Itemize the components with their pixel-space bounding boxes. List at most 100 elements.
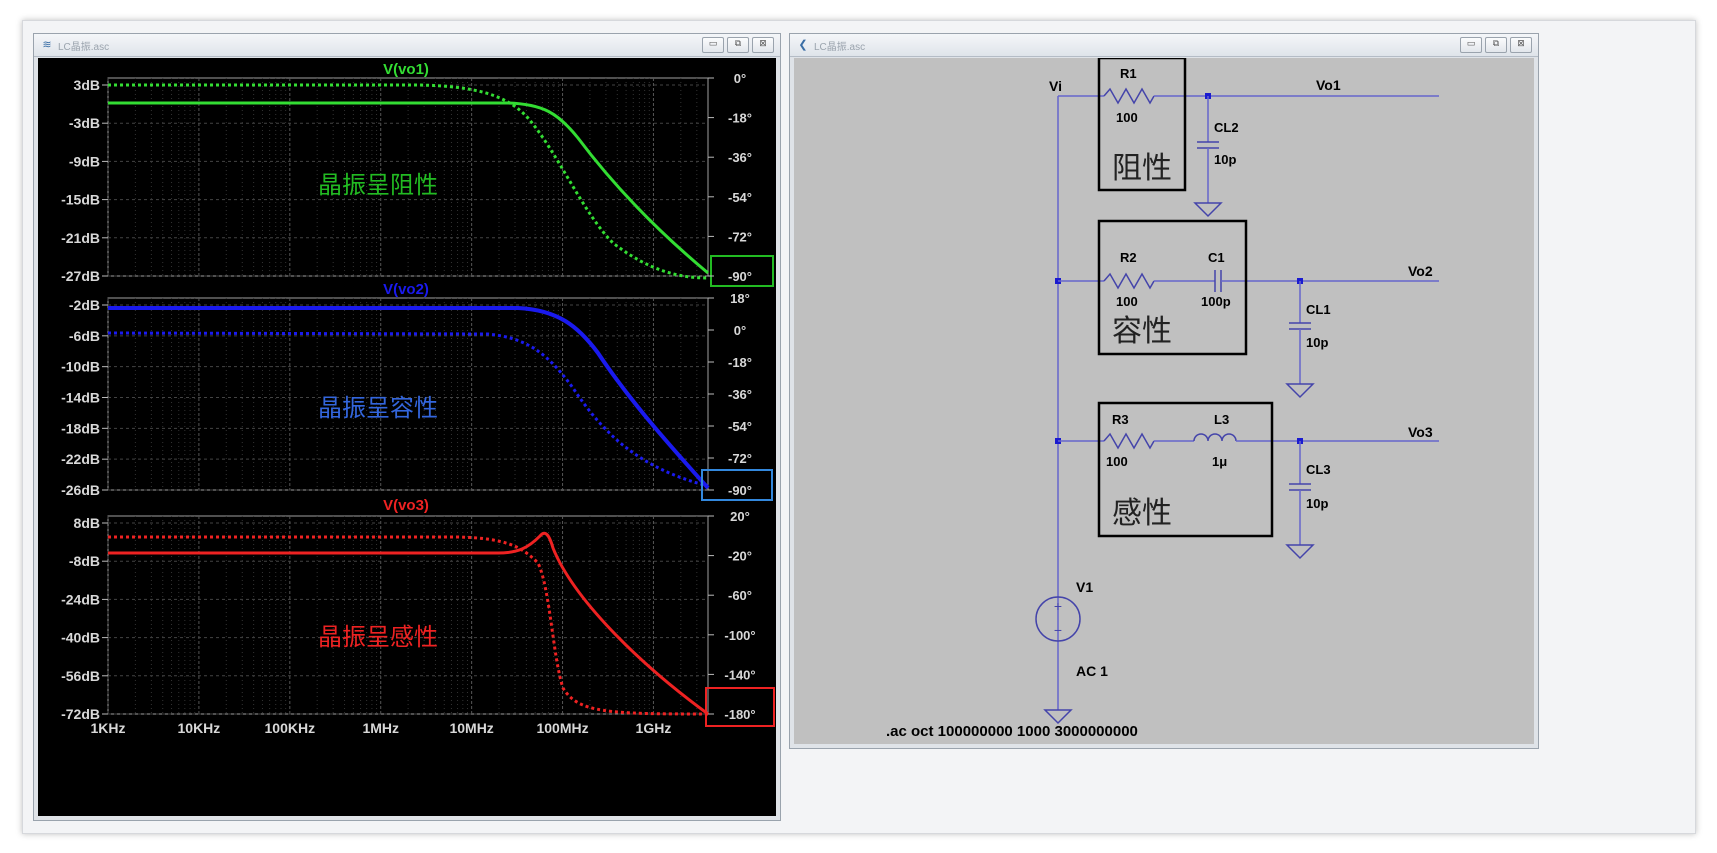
y-tick-label: -26dB (61, 482, 100, 498)
spice-directive: .ac oct 100000000 1000 3000000000 (886, 723, 1138, 740)
box3-label: 感性 (1112, 497, 1172, 530)
x-tick-label: 1GHz (636, 720, 672, 736)
cl1-label: CL1 (1306, 302, 1331, 317)
r1-label: R1 (1120, 66, 1137, 81)
close-button[interactable]: ⊠ (1510, 37, 1532, 53)
pane2-trace-title[interactable]: V(vo2) (383, 281, 429, 298)
restore-button[interactable]: ⧉ (1485, 37, 1507, 53)
ground-symbol (1285, 383, 1315, 399)
y-tick-label: -21dB (61, 230, 100, 246)
phase-tick-label: -90° (728, 483, 752, 498)
minimize-button[interactable]: ▭ (1460, 37, 1482, 53)
pane2-magnitude-trace (108, 306, 710, 490)
phase-tick-label: -20° (728, 549, 752, 564)
ground-symbol (1285, 544, 1315, 560)
y-tick-label: -40dB (61, 630, 100, 646)
r3-resistor (1103, 432, 1155, 450)
x-tick-label: 10KHz (178, 720, 221, 736)
vi-label: Vi (1049, 78, 1062, 94)
schematic-window[interactable]: ❮ LC晶振.asc ▭ ⧉ ⊠ (789, 33, 1539, 749)
phase-tick-label: -72° (728, 229, 752, 244)
phase-tick-label: -90° (728, 269, 752, 284)
v1-value: AC 1 (1076, 663, 1108, 679)
cl2-label: CL2 (1214, 120, 1239, 135)
x-tick-label: 1MHz (362, 720, 399, 736)
schematic-window-title: LC晶振.asc (814, 42, 866, 53)
pane1-magnitude-trace (108, 101, 709, 275)
phase-tick-label: -18° (728, 111, 752, 126)
phase-tick-label: -60° (728, 588, 752, 603)
x-tick-label: 100MHz (536, 720, 588, 736)
y-tick-label: -18dB (61, 420, 100, 436)
phase-tick-label: -54° (728, 419, 752, 434)
y-tick-label: -6dB (69, 328, 100, 344)
x-tick-label: 1KHz (90, 720, 125, 736)
v1-minus-sign: − (1054, 622, 1062, 638)
l3-value: 1μ (1212, 454, 1227, 469)
waveform-app-icon: ≋ (42, 39, 52, 51)
y-tick-label: -22dB (61, 451, 100, 467)
phase-tick-label: -36° (728, 150, 752, 165)
r2-value: 100 (1116, 294, 1138, 309)
schematic-titlebar[interactable]: ❮ LC晶振.asc ▭ ⧉ ⊠ (790, 34, 1538, 57)
y-tick-label: -3dB (69, 115, 100, 131)
pane2-phase-trace (107, 331, 709, 488)
phase-tick-label: 18° (730, 291, 750, 306)
l3-label: L3 (1214, 412, 1229, 427)
phase-tick-label: 0° (734, 71, 746, 86)
v1-label: V1 (1076, 579, 1093, 595)
pane1-label: 晶振呈阻性 (318, 172, 438, 199)
ground-symbol (1193, 202, 1223, 218)
box-inductive (1097, 401, 1274, 538)
y-tick-label: -8dB (69, 553, 100, 569)
y-tick-label: 8dB (74, 515, 100, 531)
v1-source (1035, 596, 1081, 642)
plot-svg: V(vo1) 晶振呈阻性 V(vo2) 晶振呈容性 V(vo3) 晶振呈感性 (61, 61, 775, 736)
y-tick-label: -10dB (61, 359, 100, 375)
schematic-app-icon: ❮ (798, 39, 808, 51)
pane1-endpoint-highlight (710, 255, 774, 287)
minimize-button[interactable]: ▭ (702, 37, 724, 53)
x-tick-label: 10MHz (449, 720, 493, 736)
y-tick-label: -14dB (61, 390, 100, 406)
c1-label: C1 (1208, 250, 1225, 265)
r2-label: R2 (1120, 250, 1137, 265)
pane1-trace-title[interactable]: V(vo1) (383, 61, 429, 78)
pane2-endpoint-highlight (701, 469, 773, 501)
waveform-window-title: LC晶振.asc (58, 42, 110, 53)
cl3-label: CL3 (1306, 462, 1331, 477)
y-tick-label: -9dB (69, 153, 100, 169)
cl2-value: 10p (1214, 152, 1236, 167)
c1-value: 100p (1201, 294, 1231, 309)
y-tick-label: -27dB (61, 268, 100, 284)
y-tick-label: -15dB (61, 192, 100, 208)
pane3-label: 晶振呈感性 (318, 624, 438, 651)
pane1-phase-trace (108, 83, 709, 280)
vo2-label: Vo2 (1408, 263, 1433, 279)
waveform-window[interactable]: ≋ LC晶振.asc ▭ ⧉ ⊠ V(vo1) 晶振呈阻性 V(vo2) 晶振呈… (33, 33, 781, 821)
pane3-magnitude-trace (108, 531, 709, 716)
pane3-phase-trace (108, 535, 709, 716)
schematic-svg: + − Vi Vo1 Vo2 Vo3 R1 100 CL2 10p 阻性 R2 … (886, 56, 1439, 740)
phase-tick-label: -100° (724, 628, 755, 643)
pane3-trace-title[interactable]: V(vo3) (383, 497, 429, 514)
screenshot-frame: ≋ LC晶振.asc ▭ ⧉ ⊠ V(vo1) 晶振呈阻性 V(vo2) 晶振呈… (22, 20, 1696, 834)
pane2-label: 晶振呈容性 (318, 395, 438, 422)
close-button[interactable]: ⊠ (752, 37, 774, 53)
y-tick-label: 3dB (74, 77, 100, 93)
box1-label: 阻性 (1112, 152, 1172, 185)
l3-inductor (1193, 433, 1237, 442)
cl1-value: 10p (1306, 335, 1328, 350)
restore-button[interactable]: ⧉ (727, 37, 749, 53)
y-tick-label: -2dB (69, 297, 100, 313)
schematic-canvas[interactable]: + − Vi Vo1 Vo2 Vo3 R1 100 CL2 10p 阻性 R2 … (794, 56, 1534, 744)
phase-tick-label: -18° (728, 355, 752, 370)
box-capacitive (1097, 219, 1248, 356)
cl3-value: 10p (1306, 496, 1328, 511)
phase-tick-label: -54° (728, 190, 752, 205)
r1-value: 100 (1116, 110, 1138, 125)
waveform-titlebar[interactable]: ≋ LC晶振.asc ▭ ⧉ ⊠ (34, 34, 780, 57)
r3-label: R3 (1112, 412, 1129, 427)
plot-area[interactable]: V(vo1) 晶振呈阻性 V(vo2) 晶振呈容性 V(vo3) 晶振呈感性 (38, 58, 776, 816)
r2-resistor (1103, 272, 1155, 290)
